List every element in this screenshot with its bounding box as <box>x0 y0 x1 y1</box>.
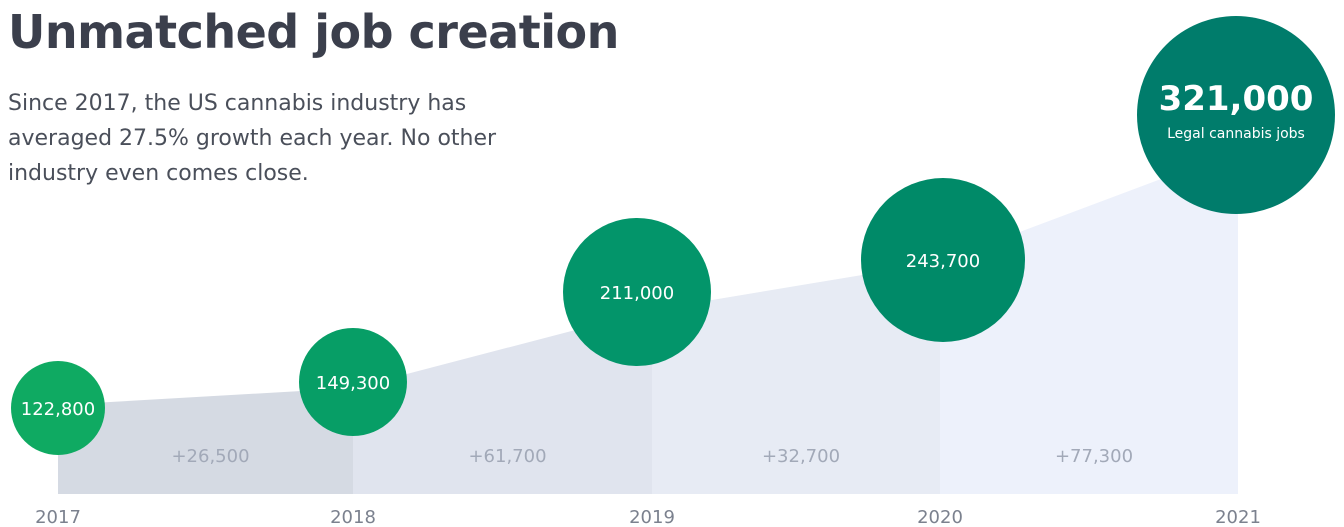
area-band <box>58 388 353 494</box>
data-label: 149,300 <box>316 373 390 394</box>
data-label: 243,700 <box>906 251 980 272</box>
increment-label: +61,700 <box>468 446 546 467</box>
value-bubble <box>1137 16 1335 214</box>
x-axis-tick-labels: 2017 2018 2019 2020 2021 <box>35 507 1261 527</box>
area-bands <box>58 150 1238 494</box>
x-tick-label: 2017 <box>35 507 81 527</box>
data-label: 211,000 <box>600 283 674 304</box>
value-bubbles: 122,800 149,300 211,000 243,700 321,000 Legal… <box>11 16 1335 455</box>
value-bubble <box>563 218 711 366</box>
area-band <box>652 262 940 494</box>
highlight-label: Legal cannabis jobs <box>1167 126 1305 142</box>
value-bubble <box>11 361 105 455</box>
data-label: 122,800 <box>21 399 95 420</box>
increment-labels: +26,500 +61,700 +32,700 +77,300 <box>171 446 1133 467</box>
x-tick-label: 2020 <box>917 507 963 527</box>
chart-title: Unmatched job creation <box>8 5 619 59</box>
x-tick-label: 2019 <box>629 507 675 527</box>
increment-label: +32,700 <box>762 446 840 467</box>
x-tick-label: 2018 <box>330 507 376 527</box>
area-band <box>353 310 652 494</box>
x-tick-label: 2021 <box>1215 507 1261 527</box>
increment-label: +26,500 <box>171 446 249 467</box>
chart-subtitle: Since 2017, the US cannabis industry has… <box>8 91 497 186</box>
value-bubble <box>299 328 407 436</box>
highlight-value: 321,000 <box>1159 79 1314 119</box>
value-bubble <box>861 178 1025 342</box>
increment-label: +77,300 <box>1055 446 1133 467</box>
